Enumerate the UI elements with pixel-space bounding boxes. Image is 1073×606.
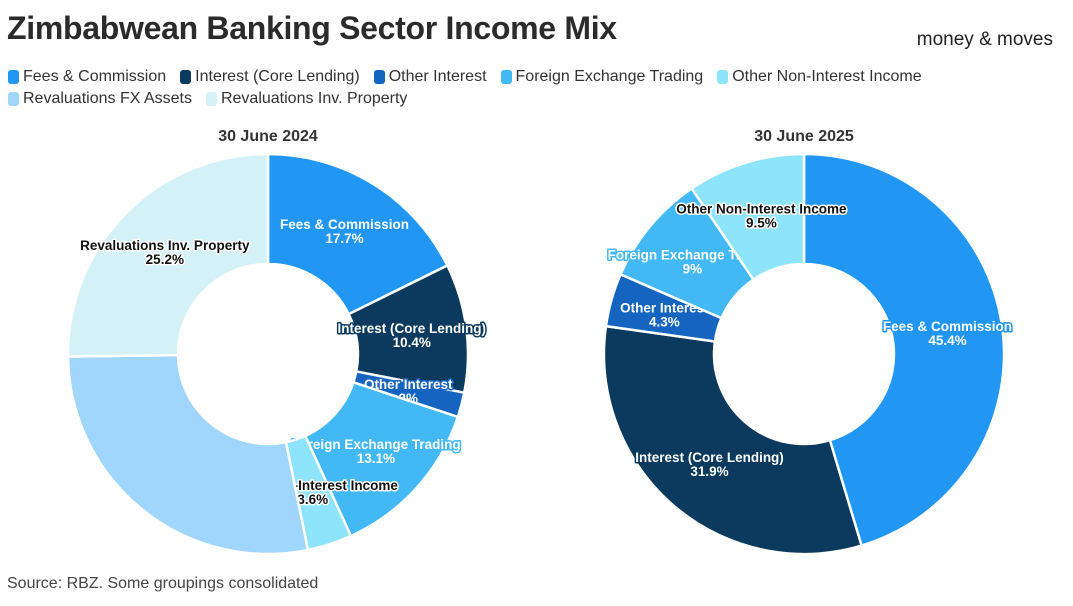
slice-value: 9%	[683, 261, 703, 276]
legend-swatch	[8, 92, 19, 106]
slice-label: Other Non-Interest Income	[676, 201, 847, 216]
legend-label: Foreign Exchange Trading	[515, 68, 704, 85]
donut-slice-fees-commission	[266, 152, 450, 316]
slice-label: Foreign Exchange Trading	[291, 437, 461, 452]
source-note: Source: RBZ. Some groupings consolidated	[7, 575, 319, 592]
legend-item-foreign-exchange-trading: Foreign Exchange Trading	[500, 68, 704, 86]
legend: Fees & Commission Interest (Core Lending)…	[8, 68, 1068, 108]
legend-item-revaluations-fx-assets: Revaluations FX Assets	[8, 90, 192, 108]
slice-label: Fees & Commission	[883, 319, 1012, 334]
legend-item-other-non-interest-income: Other Non-Interest Income	[717, 68, 922, 86]
donut-title-2025: 30 June 2025	[754, 128, 854, 145]
legend-item-revaluations-inv-property: Revaluations Inv. Property	[205, 90, 408, 108]
slice-value: 17.7%	[325, 231, 363, 246]
slice-label: Revaluations Inv. Property	[80, 238, 250, 253]
chart-title: Zimbabwean Banking Sector Income Mix	[7, 10, 617, 46]
legend-swatch	[373, 70, 385, 84]
legend-label: Other Interest	[388, 68, 487, 85]
slice-label: Interest (Core Lending)	[635, 450, 784, 465]
legend-swatch	[205, 92, 217, 106]
legend-item-other-interest: Other Interest	[373, 68, 487, 86]
legend-label: Interest (Core Lending)	[195, 68, 360, 85]
slice-value: 4.3%	[649, 315, 680, 330]
slice-label: Fees & Commission	[280, 217, 409, 232]
donut-title-2024: 30 June 2024	[218, 128, 318, 145]
donut-slice-fees-commission	[802, 152, 1006, 548]
legend-label: Other Non-Interest Income	[732, 68, 922, 85]
slice-value: 9.5%	[746, 215, 777, 230]
legend-label: Revaluations FX Assets	[23, 90, 192, 107]
brand-logo: money & moves	[916, 29, 1053, 50]
donut-panel-2025: 30 June 2025 Fees & Commission 45.4% Inter…	[584, 128, 1024, 564]
donut-slice-revaluations-fx-assets	[66, 353, 310, 556]
slice-label: Interest (Core Lending)	[337, 321, 486, 336]
donut-slice-interest-core-lending	[602, 324, 864, 556]
legend-item-interest-core-lending: Interest (Core Lending)	[180, 68, 360, 86]
slice-label: Other Interest	[364, 377, 453, 392]
legend-swatch	[500, 70, 512, 84]
legend-swatch	[8, 70, 19, 84]
donut-panel-2024: 30 June 2024 Fees & Commission 17.7% Inter…	[48, 128, 488, 564]
legend-swatch	[180, 70, 192, 84]
donut-slice-revaluations-inv-property	[66, 152, 270, 358]
slice-value: 31.9%	[690, 464, 728, 479]
donut-slice-other-non-interest-income	[689, 152, 806, 282]
legend-item-fees-commission: Fees & Commission	[8, 68, 166, 86]
legend-label: Revaluations Inv. Property	[220, 90, 408, 107]
slice-value: 3.6%	[297, 492, 328, 507]
legend-label: Fees & Commission	[23, 68, 167, 85]
legend-swatch	[717, 70, 729, 84]
slice-value: 25.2%	[146, 252, 184, 267]
slice-value: 10.4%	[393, 335, 431, 350]
slice-value: 45.4%	[928, 333, 966, 348]
slice-value: 13.1%	[357, 451, 395, 466]
